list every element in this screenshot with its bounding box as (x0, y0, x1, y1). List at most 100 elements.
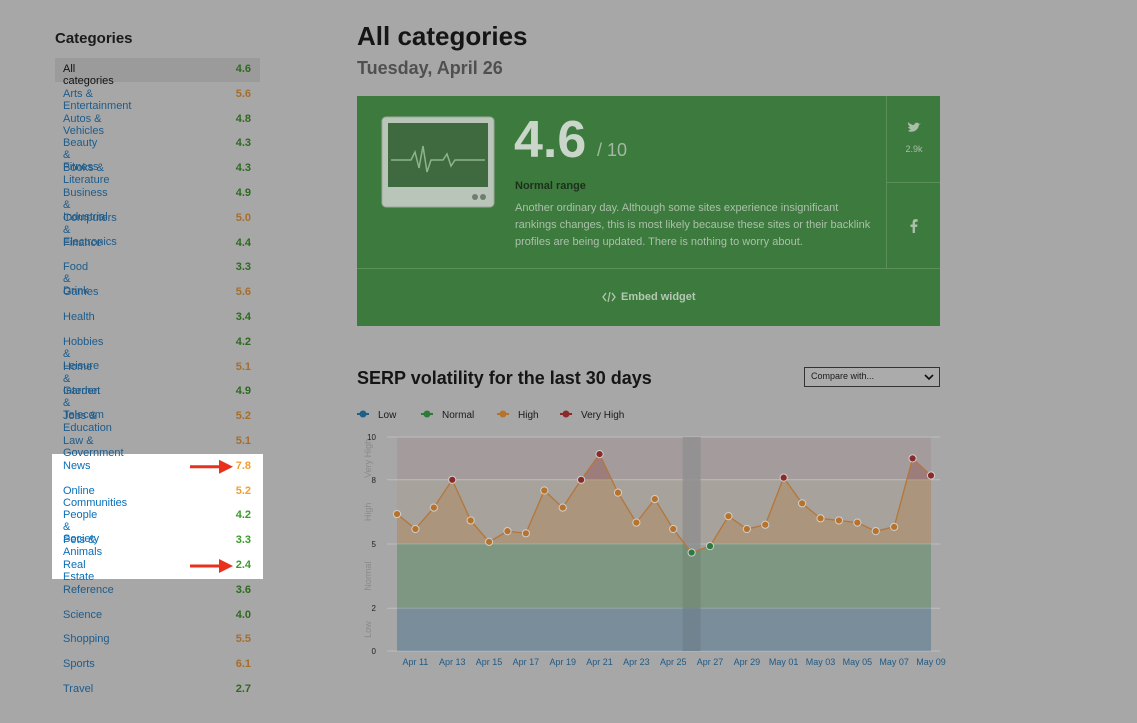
data-point (705, 542, 715, 551)
monitor-icon (381, 116, 495, 208)
embed-label: Embed widget (621, 291, 696, 303)
data-point (871, 527, 880, 536)
twitter-count: 2.9k (905, 144, 923, 154)
data-point (466, 516, 475, 525)
category-link[interactable]: People & Society (63, 509, 100, 546)
legend-label: Very High (581, 410, 624, 421)
selected-day (682, 437, 701, 651)
band-label: Low (363, 621, 373, 638)
category-link[interactable]: Jobs & Education (63, 410, 112, 435)
category-value: 6.1 (235, 658, 251, 671)
category-value: 4.9 (235, 385, 251, 398)
sidebar-title: Categories (55, 30, 133, 47)
date: Tuesday, April 26 (357, 58, 503, 78)
category-value: 4.4 (235, 236, 251, 249)
band-label: High (363, 503, 373, 522)
category-link[interactable]: Real Estate (63, 559, 95, 583)
legend-label: High (518, 410, 539, 421)
divider (357, 268, 940, 269)
data-point (429, 503, 438, 512)
category-value: 7.8 (235, 459, 251, 472)
category-link[interactable]: Food & Drink (63, 261, 89, 298)
x-tick-label: May 03 (805, 657, 836, 667)
facebook-icon[interactable] (910, 219, 918, 233)
category-link[interactable]: Science (63, 608, 103, 621)
category-link[interactable]: Books & Literature (63, 162, 110, 187)
data-point (577, 475, 586, 484)
legend-marker (423, 410, 431, 418)
category-link[interactable]: Business & Industrial (63, 187, 108, 223)
category-value: 5.0 (235, 211, 251, 224)
data-point (890, 522, 899, 531)
category-link[interactable]: Reference (63, 583, 114, 596)
y-tick-label: 2 (372, 604, 377, 613)
category-link[interactable]: Arts & Entertainment (63, 87, 132, 112)
category-link[interactable]: Beauty & Fitness (63, 137, 99, 174)
score-scale: / 10 (597, 140, 628, 160)
category-value: 4.0 (235, 608, 251, 621)
category-link[interactable]: Health (63, 311, 95, 323)
category-link[interactable]: Finance (63, 236, 103, 249)
twitter-icon[interactable] (907, 122, 921, 134)
data-point (742, 524, 751, 534)
compare-dropdown[interactable]: Compare with... (804, 367, 940, 387)
category-value: 3.3 (235, 534, 251, 547)
category-value: 2.4 (235, 559, 251, 571)
category-link[interactable]: Games (63, 286, 99, 299)
category-link[interactable]: Hobbies & Leisure (63, 335, 104, 372)
data-point (853, 518, 862, 527)
data-point (613, 488, 623, 497)
data-point (503, 527, 512, 536)
area-band (397, 608, 931, 651)
legend-label: Low (378, 410, 397, 421)
arrow-head (219, 559, 233, 573)
x-tick-label: May 01 (768, 657, 799, 667)
category-value: 4.8 (235, 112, 251, 125)
data-point (669, 524, 678, 534)
x-tick-label: May 09 (916, 657, 946, 667)
category-link[interactable]: Law & Government (63, 435, 124, 459)
description: Another ordinary day. Although some site… (515, 202, 871, 248)
category-link[interactable]: Sports (63, 658, 95, 671)
category-link[interactable]: Internet & Telecom (63, 385, 104, 422)
category-link[interactable]: Pets & Animals (63, 534, 103, 559)
category-value: 4.6 (235, 63, 251, 75)
legend-label: Normal (442, 410, 474, 421)
category-link[interactable]: Travel (63, 683, 94, 695)
data-point (779, 473, 788, 482)
data-point (724, 512, 733, 521)
y-tick-label: 8 (372, 476, 377, 485)
category-value: 4.2 (235, 335, 251, 348)
band (397, 608, 931, 651)
category-value: 3.4 (235, 311, 251, 323)
x-tick-label: Apr 11 (402, 657, 429, 667)
category-link[interactable]: All categories (63, 63, 114, 87)
data-point (392, 509, 402, 519)
x-tick-label: Apr 25 (659, 657, 687, 667)
y-tick-label: 5 (372, 540, 377, 549)
page-title: All categories (357, 21, 528, 51)
data-point (834, 516, 844, 525)
x-tick-label: Apr 29 (733, 657, 761, 667)
data-point (926, 471, 936, 480)
category-link[interactable]: Shopping (63, 633, 110, 646)
chart-title: SERP volatility for the last 30 days (357, 368, 652, 388)
x-tick-label: Apr 15 (475, 657, 503, 667)
data-point (521, 529, 530, 538)
x-tick-label: Apr 23 (623, 657, 650, 667)
x-tick-label: Apr 27 (696, 657, 724, 667)
category-link[interactable]: Online Communities (63, 484, 128, 509)
embed-button[interactable]: Embed widget (357, 269, 940, 326)
x-tick-label: Apr 19 (549, 657, 576, 667)
category-link[interactable]: Home & Garden (63, 360, 100, 397)
compare-label: Compare with... (811, 371, 875, 381)
category-link[interactable]: Autos & Vehicles (63, 112, 104, 137)
data-point (632, 518, 641, 527)
y-tick-label: 0 (372, 647, 377, 656)
area-band (397, 544, 931, 609)
category-link[interactable]: Computers & Electronics (63, 211, 117, 248)
x-tick-label: May 07 (879, 657, 909, 667)
category-link[interactable]: News (63, 459, 91, 472)
